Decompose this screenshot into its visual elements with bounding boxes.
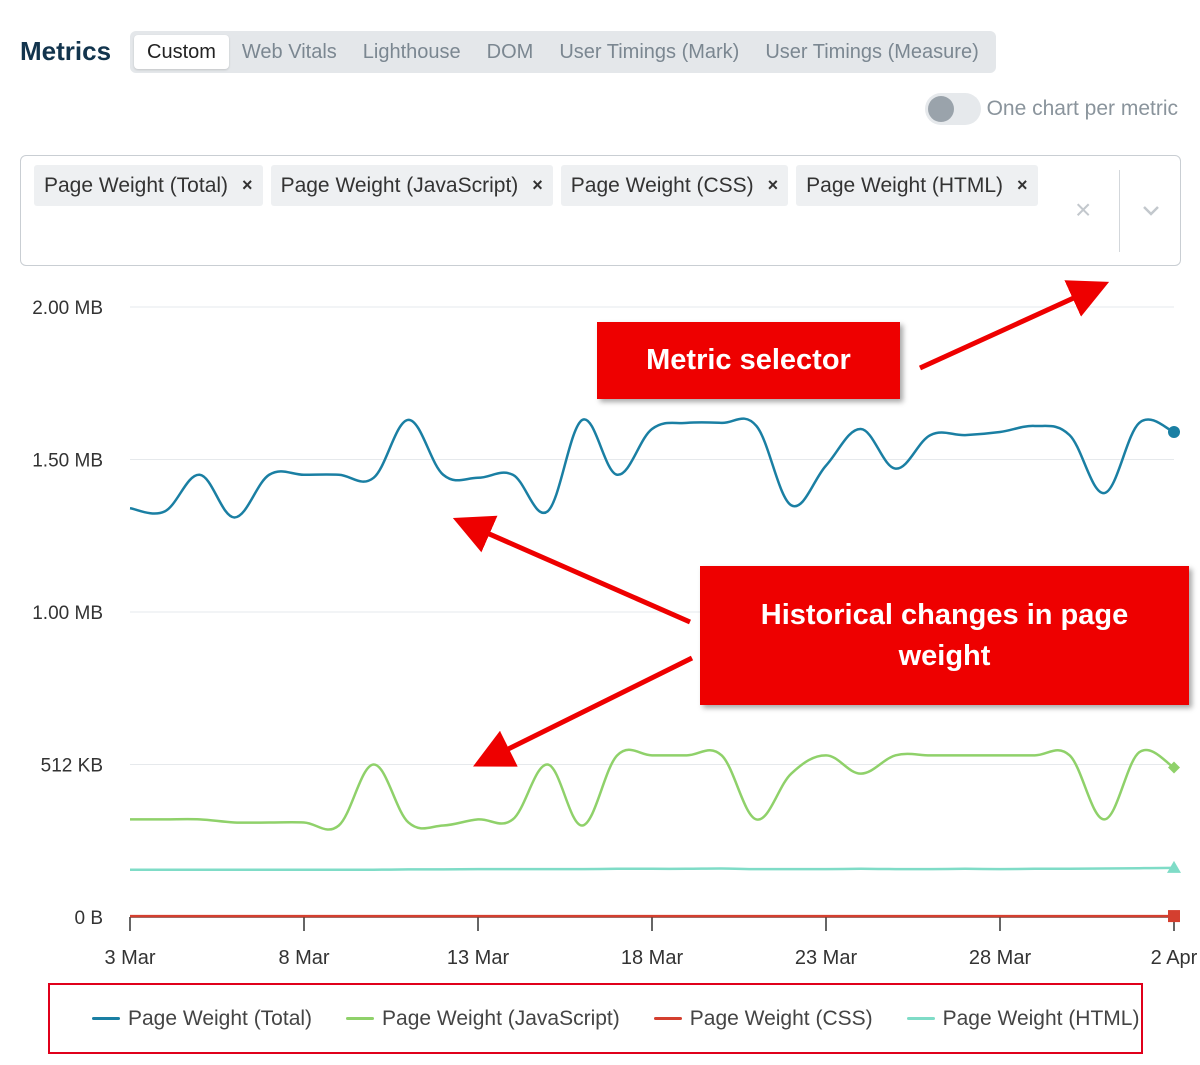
selected-metric-chips: Page Weight (Total) × Page Weight (JavaS… [34, 165, 1084, 206]
tab-lighthouse[interactable]: Lighthouse [362, 41, 461, 63]
one-chart-toggle-group: One chart per metric [924, 93, 1178, 125]
selector-divider [1119, 170, 1120, 252]
legend-swatch [92, 1017, 120, 1020]
y-tick-label: 1.00 MB [32, 603, 103, 624]
metric-tabs: Custom Web Vitals Lighthouse DOM User Ti… [130, 31, 996, 73]
series-end-marker [1168, 910, 1180, 923]
metric-chip-label: Page Weight (JavaScript) [280, 173, 519, 197]
metric-chip-javascript: Page Weight (JavaScript) × [270, 165, 553, 206]
legend-swatch [346, 1017, 375, 1020]
legend-item-javascript[interactable]: Page Weight (JavaScript) [346, 1007, 620, 1031]
toggle-label: One chart per metric [986, 97, 1178, 120]
remove-chip-icon[interactable]: × [1017, 175, 1028, 195]
series-end-marker [1168, 761, 1180, 774]
metric-selector[interactable]: Page Weight (Total) × Page Weight (JavaS… [20, 155, 1181, 266]
metric-chip-label: Page Weight (Total) [44, 173, 229, 197]
y-tick-label: 512 KB [41, 756, 103, 777]
legend-swatch [653, 1017, 682, 1020]
x-tick-label: 28 Mar [969, 947, 1032, 969]
chart-legend: Page Weight (Total) Page Weight (JavaScr… [48, 983, 1143, 1054]
legend-label: Page Weight (Total) [128, 1006, 313, 1030]
legend-label: Page Weight (HTML) [942, 1006, 1140, 1030]
x-tick-label: 8 Mar [278, 947, 329, 969]
y-tick-label: 2.00 MB [32, 298, 103, 319]
series-end-marker [1168, 426, 1180, 439]
metric-chip-label: Page Weight (HTML) [806, 173, 1004, 197]
callout-historical-changes: Historical changes in page weight [700, 566, 1189, 705]
metric-chip-total: Page Weight (Total) × [34, 165, 263, 206]
chevron-down-icon[interactable] [1139, 200, 1163, 220]
callout-metric-selector: Metric selector [597, 322, 900, 399]
legend-label: Page Weight (CSS) [689, 1006, 873, 1030]
remove-chip-icon[interactable]: × [767, 175, 779, 195]
legend-item-html[interactable]: Page Weight (HTML) [906, 1006, 1140, 1031]
series-line-page-weight-html [129, 866, 1175, 871]
one-chart-per-metric-toggle[interactable] [924, 93, 981, 125]
metric-chip-html: Page Weight (HTML) × [796, 165, 1038, 206]
legend-label: Page Weight (JavaScript) [382, 1006, 620, 1030]
tab-web-vitals[interactable]: Web Vitals [241, 41, 337, 63]
remove-chip-icon[interactable]: × [532, 175, 543, 195]
y-tick-label: 0 B [74, 908, 103, 929]
tab-custom[interactable]: Custom [134, 35, 229, 69]
legend-swatch [906, 1017, 935, 1020]
y-tick-label: 1.50 MB [32, 451, 103, 472]
tab-user-timings-mark[interactable]: User Timings (Mark) [559, 41, 740, 63]
x-tick-label: 18 Mar [621, 947, 684, 969]
series-line-page-weight-javascript [129, 748, 1175, 831]
x-tick-label: 13 Mar [447, 947, 510, 969]
legend-item-total[interactable]: Page Weight (Total) [92, 1007, 312, 1031]
tab-user-timings-measure[interactable]: User Timings (Measure) [765, 41, 979, 63]
x-tick-label: 23 Mar [795, 947, 858, 969]
tab-dom[interactable]: DOM [486, 41, 534, 63]
metric-chip-label: Page Weight (CSS) [570, 173, 754, 197]
x-tick-label: 3 Mar [104, 947, 155, 969]
toggle-knob [927, 96, 954, 122]
series-end-marker [1167, 860, 1181, 873]
x-tick-label: 2 Apr [1151, 947, 1198, 969]
clear-all-icon[interactable]: × [1075, 194, 1092, 225]
metric-chip-css: Page Weight (CSS) × [560, 165, 789, 206]
remove-chip-icon[interactable]: × [242, 175, 253, 195]
series-line-page-weight-total [129, 417, 1175, 519]
page-title: Metrics [20, 36, 112, 66]
legend-item-css[interactable]: Page Weight (CSS) [653, 1006, 873, 1031]
